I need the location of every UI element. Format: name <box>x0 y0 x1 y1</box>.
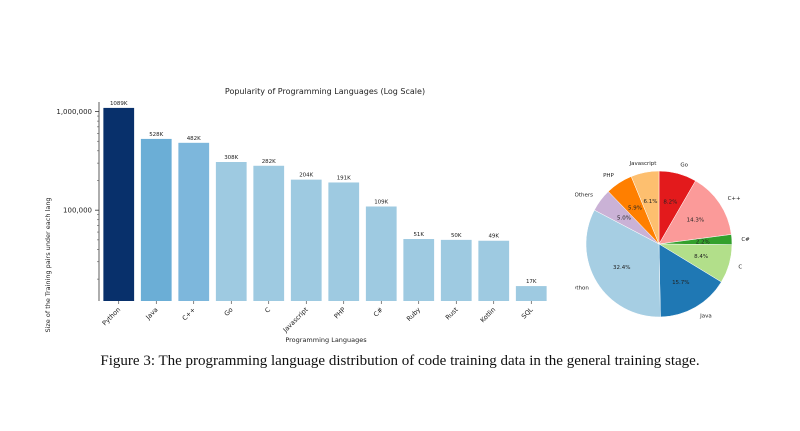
bar-go <box>215 161 247 301</box>
pie-slice-python <box>585 209 661 318</box>
x-tick-label: Java <box>144 306 160 322</box>
pie-value-label: 32.4% <box>613 265 630 271</box>
pie-slice-java <box>658 243 722 318</box>
bar-data-label: 49K <box>488 234 499 240</box>
y-tick-label: 100,000 <box>63 207 92 215</box>
x-tick-label: C <box>263 305 272 314</box>
bar-data-label: 51K <box>413 232 424 238</box>
bar-chart-ylabel: Size of the Training pairs under each la… <box>44 197 52 332</box>
bar-python <box>103 107 135 302</box>
pie-category-label: C# <box>741 237 750 243</box>
bar-ruby <box>403 239 435 301</box>
bar-kotlin <box>478 240 510 301</box>
bar-chart-title: Popularity of Programming Languages (Log… <box>225 87 425 96</box>
pie-value-label: 14.3% <box>687 218 704 224</box>
bar-data-label: 308K <box>224 155 238 161</box>
bar-java <box>140 138 172 301</box>
pie-value-label: 5.9% <box>628 205 642 211</box>
pie-value-label: 15.7% <box>672 280 689 286</box>
bar-chart: Popularity of Programming Languages (Log… <box>44 87 547 344</box>
pie-value-label: 6.1% <box>644 199 658 205</box>
bar-data-label: 204K <box>299 173 313 179</box>
pie-category-label: Python <box>575 285 589 291</box>
pie-chart: 8.2% Go 14.3% C++ 2.2% C# 8.4% C 15.7% Java 32.4% P… <box>575 161 750 319</box>
pie-category-label: PHP <box>603 173 614 179</box>
pie-category-label: Java <box>699 314 712 320</box>
pie-value-label: 5.0% <box>617 216 631 222</box>
bar-chart-xlabel: Programming Languages <box>285 336 367 344</box>
x-tick-label: Javascript <box>281 305 310 334</box>
bar-sql <box>515 286 547 301</box>
bar-data-label: 282K <box>262 159 276 165</box>
x-tick-label: Kotlin <box>479 306 498 325</box>
bar-javascript <box>290 179 322 301</box>
bar-data-label: 528K <box>149 132 163 138</box>
x-tick-label: Ruby <box>405 306 422 323</box>
y-tick-label: 1,000,000 <box>56 108 92 116</box>
pie-slice-cpp <box>658 180 732 245</box>
bar-chart-marks: 1089K 528K 482K 308K 282K 204K 191K 109K 51K 50K 4… <box>103 101 547 302</box>
bar-data-label: 50K <box>451 233 462 239</box>
figure-caption: Figure 3: The programming language distr… <box>100 353 700 369</box>
bar-rust <box>440 239 472 301</box>
bar-data-label: 109K <box>374 199 388 205</box>
bar-c- <box>365 206 397 301</box>
pie-category-label: Go <box>680 162 688 168</box>
bar-php <box>328 182 360 301</box>
x-tick-label: Python <box>101 306 123 328</box>
x-tick-label: Go <box>223 306 235 318</box>
pie-chart-marks: 8.2% Go 14.3% C++ 2.2% C# 8.4% C 15.7% Java 32.4% P… <box>575 161 750 319</box>
pie-value-label: 8.2% <box>663 200 677 206</box>
bar-c <box>253 165 285 301</box>
x-tick-label: Rust <box>444 305 460 321</box>
bar-data-label: 1089K <box>110 101 128 107</box>
bar-data-label: 17K <box>526 279 537 285</box>
pie-slice-javascript <box>630 170 660 245</box>
bar-data-label: 482K <box>187 136 201 142</box>
x-tick-label: C++ <box>181 306 198 323</box>
bar-data-label: 191K <box>337 175 351 181</box>
x-tick-label: SQL <box>520 305 535 320</box>
pie-value-label: 2.2% <box>696 239 710 245</box>
pie-category-label: C++ <box>728 196 741 202</box>
x-tick-label: PHP <box>333 306 348 321</box>
pie-category-label: C <box>738 265 742 271</box>
pie-value-label: 8.4% <box>694 254 708 260</box>
pie-category-label: Others <box>575 193 593 199</box>
x-tick-label: C# <box>372 306 385 319</box>
pie-category-label: Javascript <box>629 161 658 167</box>
bar-c- <box>178 142 210 301</box>
